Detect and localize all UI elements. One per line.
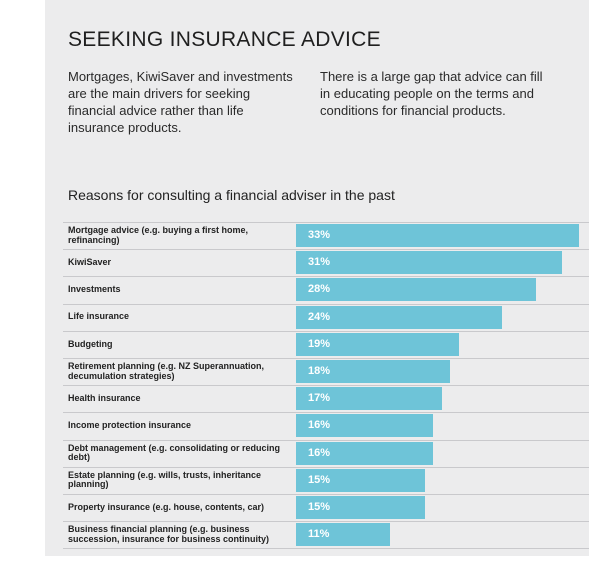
- category-label: Budgeting: [68, 333, 290, 356]
- bar-value-label: 15%: [308, 501, 331, 513]
- category-label-text: KiwiSaver: [68, 256, 112, 267]
- bar-value-label: 15%: [308, 473, 331, 486]
- bar-value-label: 33%: [308, 229, 331, 241]
- bar-value-label: 28%: [308, 283, 331, 296]
- category-label-text: Business financial planning (e.g. busine…: [68, 524, 270, 544]
- bar: [296, 332, 459, 356]
- category-label-text: Life insurance: [68, 311, 130, 322]
- category-label: Mortgage advice (e.g. buying a first hom…: [68, 224, 290, 247]
- category-label-text: Estate planning (e.g. wills, trusts, inh…: [68, 469, 262, 490]
- bar: [296, 468, 425, 492]
- bar-value-label: 31%: [308, 256, 331, 269]
- bar-value-label: 11%: [308, 528, 330, 541]
- row-divider: [63, 548, 589, 550]
- bar-value-label: 17%: [308, 392, 331, 405]
- bar: [296, 278, 537, 302]
- category-label-text: Retirement planning (e.g. NZ Superannuat…: [68, 361, 265, 381]
- category-label: Investments: [68, 278, 290, 301]
- bar-value-label: 24%: [308, 310, 331, 323]
- row-divider: [63, 521, 589, 523]
- category-label-text: Investments: [68, 284, 121, 295]
- intro-text-right: There is a large gap that advice can fil…: [320, 69, 543, 118]
- category-label: Life insurance: [68, 306, 290, 329]
- bar: [296, 387, 442, 411]
- bar: [296, 441, 434, 465]
- bar-value-label: 19%: [308, 337, 331, 350]
- category-label: Debt management (e.g. consolidating or r…: [68, 442, 290, 465]
- row-divider: [63, 330, 589, 332]
- category-label-text: Debt management (e.g. consolidating or r…: [68, 442, 281, 463]
- row-divider: [63, 412, 589, 414]
- category-label-text: Property insurance (e.g. house, contents…: [68, 501, 265, 512]
- row-divider: [63, 303, 589, 305]
- row-divider: [63, 385, 589, 387]
- category-label: Health insurance: [68, 387, 290, 410]
- bar: [296, 414, 434, 438]
- row-divider: [63, 439, 589, 441]
- category-label: Business financial planning (e.g. busine…: [68, 523, 290, 546]
- page-title: SEEKING INSURANCE ADVICE: [68, 28, 381, 51]
- category-label: Property insurance (e.g. house, contents…: [68, 496, 290, 519]
- bar: [296, 523, 391, 547]
- category-label: Income protection insurance: [68, 414, 290, 437]
- category-label: KiwiSaver: [68, 251, 290, 274]
- bar: [296, 251, 562, 275]
- bar: [296, 305, 502, 329]
- bar: [296, 224, 579, 247]
- bar: [296, 496, 425, 519]
- bar-value-label: 18%: [308, 365, 331, 377]
- intro-text-left: Mortgages, KiwiSaver and investments are…: [68, 69, 293, 135]
- category-label-text: Income protection insurance: [68, 420, 192, 431]
- row-divider: [63, 466, 589, 468]
- category-label-text: Health insurance: [68, 392, 141, 403]
- row-divider: [63, 222, 589, 223]
- row-divider: [63, 276, 589, 278]
- bar-value-label: 16%: [308, 446, 331, 459]
- row-divider: [63, 494, 589, 495]
- chart-title: Reasons for consulting a financial advis…: [68, 187, 395, 203]
- row-divider: [63, 249, 589, 251]
- bar: [296, 360, 451, 383]
- category-label: Estate planning (e.g. wills, trusts, inh…: [68, 469, 290, 492]
- row-divider: [63, 358, 589, 359]
- category-label-text: Budgeting: [68, 338, 113, 349]
- category-label-text: Mortgage advice (e.g. buying a first hom…: [68, 225, 249, 245]
- category-label: Retirement planning (e.g. NZ Superannuat…: [68, 360, 290, 383]
- bar-value-label: 16%: [308, 419, 331, 432]
